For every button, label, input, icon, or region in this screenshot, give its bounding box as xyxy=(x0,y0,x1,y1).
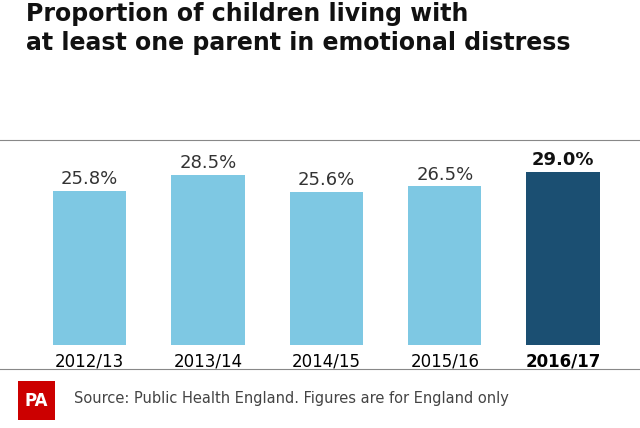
Bar xyxy=(408,187,481,345)
Text: 26.5%: 26.5% xyxy=(416,166,474,184)
Bar xyxy=(290,192,363,345)
Text: 25.8%: 25.8% xyxy=(61,170,118,188)
Text: Proportion of children living with
at least one parent in emotional distress: Proportion of children living with at le… xyxy=(26,2,570,55)
Bar xyxy=(527,172,600,345)
Text: PA: PA xyxy=(25,392,48,410)
Bar xyxy=(172,175,244,345)
Text: 25.6%: 25.6% xyxy=(298,172,355,190)
Text: Source: Public Health England. Figures are for England only: Source: Public Health England. Figures a… xyxy=(74,391,508,407)
Text: 28.5%: 28.5% xyxy=(179,154,237,172)
Bar xyxy=(53,190,126,345)
Text: 29.0%: 29.0% xyxy=(532,151,595,169)
